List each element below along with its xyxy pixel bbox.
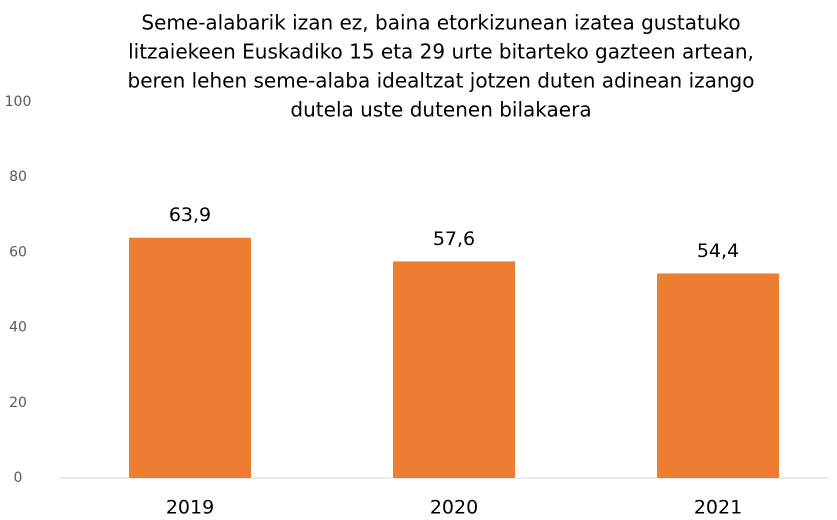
bar	[129, 237, 251, 478]
y-tick-label: 60	[9, 244, 27, 260]
y-tick-label: 80	[9, 169, 27, 185]
bar	[657, 273, 779, 478]
data-label: 54,4	[697, 240, 739, 262]
x-tick-label: 2021	[694, 497, 742, 519]
data-label: 57,6	[433, 228, 475, 250]
bar	[393, 261, 515, 478]
x-tick-label: 2020	[430, 497, 478, 519]
y-tick-label: 20	[9, 395, 27, 411]
chart-title: beren lehen seme-alaba idealtzat jotzen …	[128, 69, 755, 93]
chart-title: litzaiekeen Euskadiko 15 eta 29 urte bit…	[128, 40, 754, 64]
y-tick-label: 40	[9, 320, 27, 336]
chart-title: dutela uste dutenen bilakaera	[290, 98, 591, 122]
data-label: 63,9	[169, 204, 211, 226]
x-tick-label: 2019	[166, 497, 214, 519]
y-tick-label: 100	[5, 94, 32, 110]
y-tick-label: 0	[14, 470, 23, 486]
chart-title: Seme-alabarik izan ez, baina etorkizunea…	[141, 11, 740, 35]
